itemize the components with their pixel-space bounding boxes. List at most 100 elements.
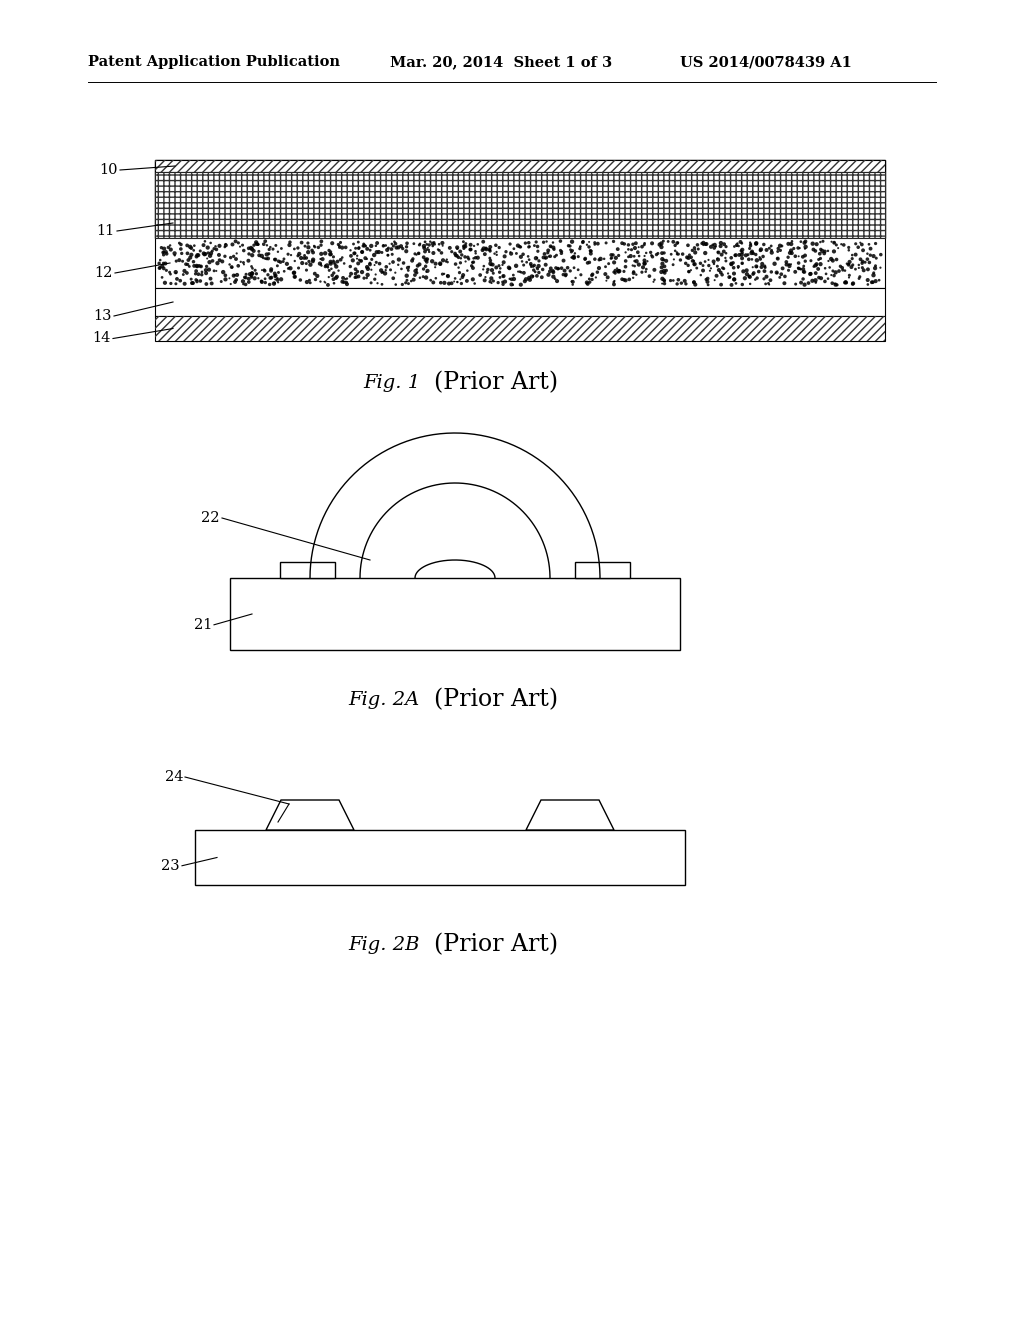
- Point: [865, 246, 882, 267]
- Point: [516, 263, 532, 284]
- Point: [716, 242, 732, 263]
- Point: [497, 246, 513, 267]
- Point: [505, 264, 521, 285]
- Point: [563, 242, 580, 263]
- Point: [610, 261, 627, 282]
- Point: [476, 244, 493, 265]
- Point: [183, 268, 200, 289]
- Text: 12: 12: [94, 267, 113, 280]
- Point: [160, 236, 176, 257]
- Text: 13: 13: [93, 309, 112, 323]
- Point: [872, 244, 889, 265]
- Point: [357, 248, 374, 269]
- Point: [434, 235, 451, 256]
- Point: [809, 234, 825, 255]
- Point: [582, 252, 598, 273]
- Point: [653, 232, 670, 253]
- Point: [156, 238, 172, 259]
- Point: [273, 238, 290, 259]
- Point: [663, 271, 679, 292]
- Point: [726, 269, 742, 290]
- Point: [610, 246, 627, 267]
- Point: [335, 268, 351, 289]
- Point: [817, 257, 834, 279]
- Point: [783, 240, 800, 261]
- Point: [761, 238, 777, 259]
- Point: [655, 231, 672, 252]
- Point: [475, 238, 492, 259]
- Point: [338, 272, 354, 293]
- Point: [369, 242, 385, 263]
- Point: [702, 257, 719, 279]
- Point: [400, 260, 417, 281]
- Point: [527, 248, 544, 269]
- Point: [857, 252, 873, 273]
- Point: [548, 257, 564, 279]
- Point: [236, 252, 252, 273]
- Point: [749, 232, 765, 253]
- Point: [397, 272, 414, 293]
- Point: [643, 244, 659, 265]
- Point: [638, 261, 654, 282]
- Point: [438, 249, 455, 271]
- Point: [373, 260, 389, 281]
- Point: [841, 255, 857, 276]
- Point: [261, 239, 278, 260]
- Point: [312, 271, 329, 292]
- Point: [495, 272, 511, 293]
- Point: [506, 238, 522, 259]
- Point: [211, 249, 227, 271]
- Point: [253, 271, 269, 292]
- Point: [199, 256, 215, 277]
- Point: [186, 235, 203, 256]
- Point: [227, 248, 244, 269]
- Point: [609, 239, 626, 260]
- Point: [446, 268, 463, 289]
- Point: [393, 235, 410, 256]
- Point: [244, 267, 260, 288]
- Point: [583, 243, 599, 264]
- Point: [300, 236, 316, 257]
- Point: [687, 275, 703, 296]
- Point: [304, 240, 321, 261]
- Point: [334, 247, 350, 268]
- Point: [791, 252, 807, 273]
- Point: [581, 231, 597, 252]
- Point: [839, 253, 855, 275]
- Point: [859, 248, 876, 269]
- Point: [266, 263, 283, 284]
- Point: [416, 247, 432, 268]
- Point: [723, 247, 739, 268]
- Point: [689, 234, 706, 255]
- Point: [769, 248, 785, 269]
- Point: [526, 255, 543, 276]
- Point: [179, 243, 196, 264]
- Point: [553, 257, 569, 279]
- Point: [183, 238, 200, 259]
- Point: [848, 234, 864, 255]
- Point: [562, 239, 579, 260]
- Point: [766, 253, 782, 275]
- Point: [243, 265, 259, 286]
- Point: [660, 231, 677, 252]
- Point: [529, 259, 546, 280]
- Point: [698, 269, 715, 290]
- Point: [656, 243, 673, 264]
- Point: [726, 263, 742, 284]
- Point: [326, 263, 342, 284]
- Bar: [195, 830, 685, 884]
- Point: [826, 232, 843, 253]
- Point: [154, 267, 170, 288]
- Point: [222, 247, 239, 268]
- Point: [279, 253, 295, 275]
- Point: [713, 275, 729, 296]
- Point: [592, 248, 608, 269]
- Point: [374, 242, 390, 263]
- Point: [610, 260, 627, 281]
- Point: [407, 243, 423, 264]
- Point: [827, 275, 844, 296]
- Point: [502, 257, 518, 279]
- Point: [730, 256, 746, 277]
- Point: [483, 260, 500, 281]
- Point: [797, 275, 813, 296]
